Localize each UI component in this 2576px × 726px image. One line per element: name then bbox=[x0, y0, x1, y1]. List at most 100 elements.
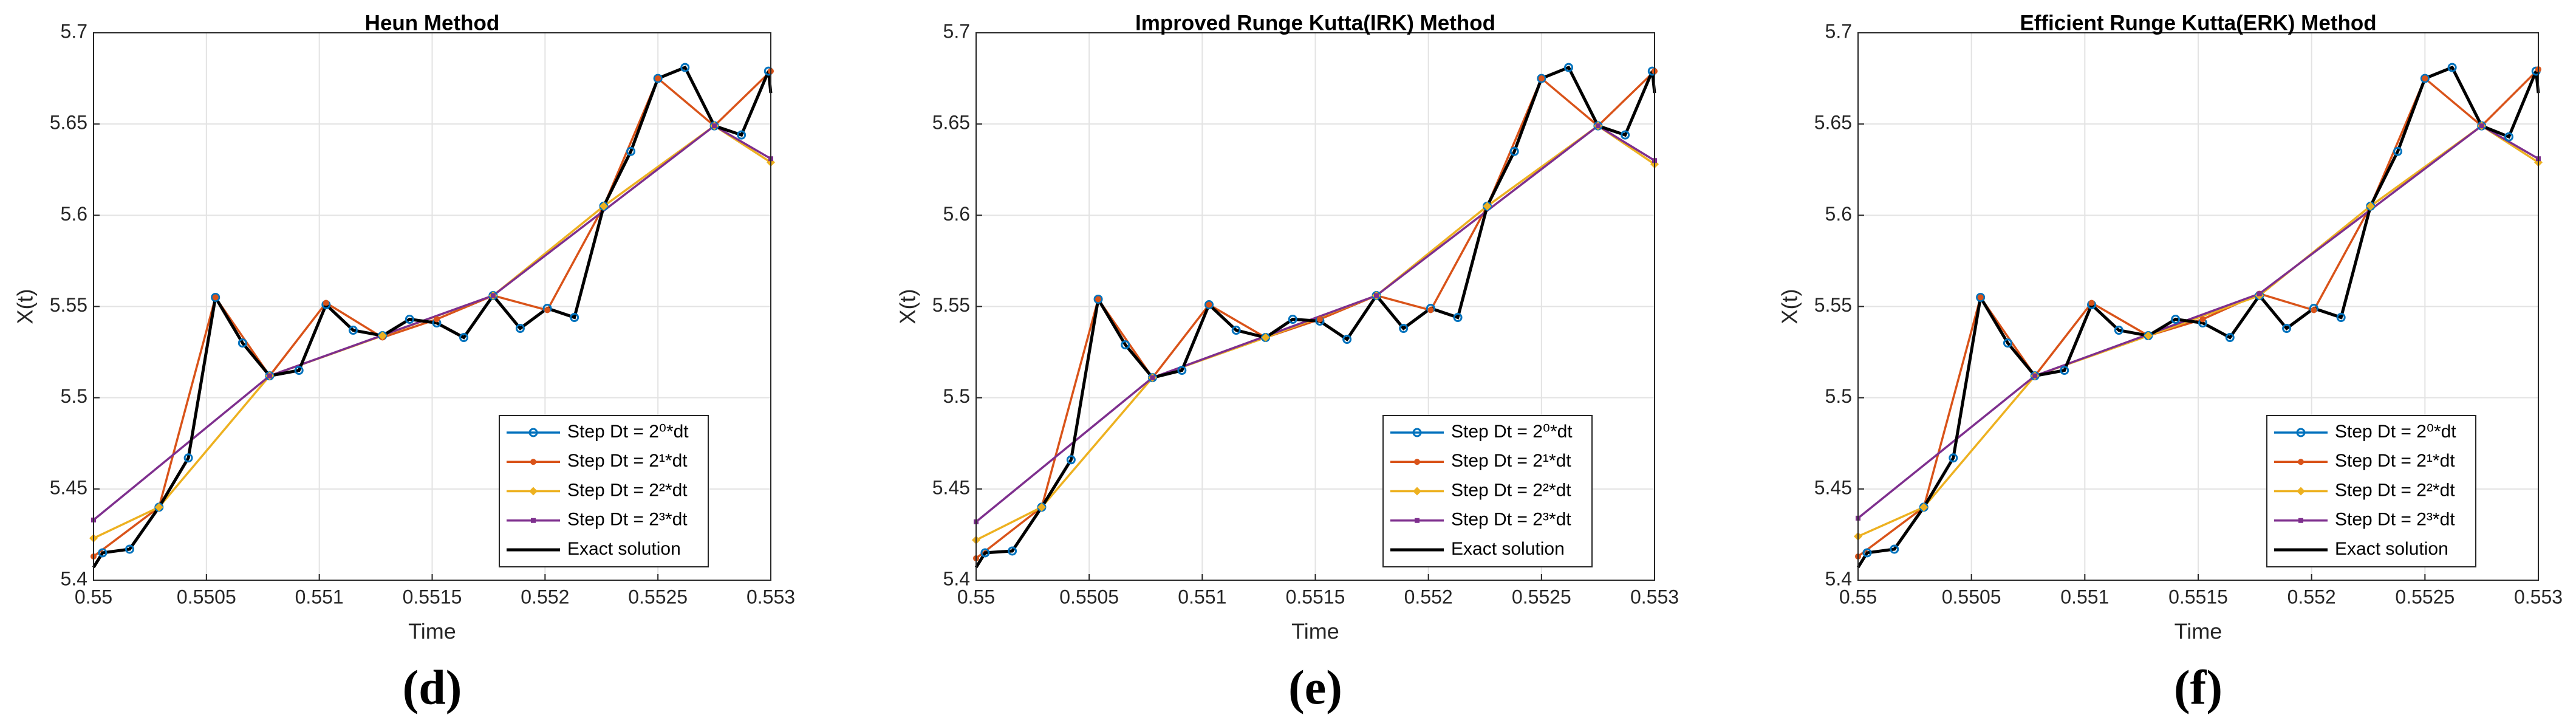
marker bbox=[680, 63, 690, 72]
marker bbox=[1008, 546, 1017, 556]
marker bbox=[2257, 291, 2262, 296]
marker bbox=[2003, 338, 2012, 348]
marker bbox=[530, 459, 536, 465]
y-tick-label: 5.6 bbox=[943, 203, 970, 225]
x-tick-label: 0.551 bbox=[1178, 586, 1226, 608]
marker bbox=[1564, 63, 1574, 72]
legend: Step Dt = 2⁰*dt Step Dt = 2¹*dt Step Dt = … bbox=[1382, 415, 1593, 567]
marker bbox=[2447, 63, 2457, 72]
legend-label: Step Dt = 2²*dt bbox=[567, 480, 688, 500]
x-axis-label: Time bbox=[408, 619, 456, 644]
y-tick-label: 5.5 bbox=[61, 385, 87, 407]
marker bbox=[2311, 307, 2317, 313]
marker bbox=[1415, 518, 1420, 523]
y-tick-label: 5.5 bbox=[1825, 385, 1852, 407]
marker bbox=[183, 453, 193, 463]
marker bbox=[626, 146, 636, 156]
marker bbox=[1374, 293, 1379, 298]
marker bbox=[1976, 292, 1986, 302]
marker bbox=[1316, 316, 1323, 323]
marker bbox=[1919, 502, 1929, 512]
series-group bbox=[1854, 63, 2543, 569]
marker bbox=[1412, 428, 1422, 437]
marker bbox=[1483, 202, 1492, 211]
y-axis-label: X(t) bbox=[1777, 289, 1802, 324]
y-tick-label: 5.7 bbox=[61, 20, 87, 42]
legend: Step Dt = 2⁰*dt Step Dt = 2¹*dt Step Dt = … bbox=[2266, 415, 2476, 567]
marker bbox=[1261, 333, 1270, 342]
axes-box bbox=[975, 32, 1655, 581]
marker bbox=[1206, 301, 1212, 308]
y-tick-label: 5.7 bbox=[1825, 20, 1852, 42]
y-tick-label: 5.55 bbox=[1814, 294, 1852, 316]
marker bbox=[531, 518, 536, 523]
x-tick-label: 0.5505 bbox=[1059, 586, 1119, 608]
marker bbox=[2088, 300, 2095, 306]
y-tick-label: 5.65 bbox=[932, 112, 970, 134]
y-tick-label: 5.4 bbox=[1825, 567, 1852, 589]
x-tick-label: 0.5505 bbox=[177, 586, 236, 608]
marker bbox=[378, 331, 387, 340]
subplot: 0.55 0.5505 0.551 0.5515 0.552 0.5525 0.553 5.4… bbox=[13, 11, 796, 714]
panel-label: (e) bbox=[1288, 661, 1342, 714]
y-tick-label: 5.65 bbox=[1814, 112, 1852, 134]
marker bbox=[1037, 502, 1046, 512]
marker bbox=[98, 548, 108, 558]
marker bbox=[2114, 326, 2123, 335]
marker bbox=[1204, 300, 1214, 309]
marker bbox=[1342, 335, 1352, 344]
x-tick-label: 0.552 bbox=[1404, 586, 1453, 608]
x-tick-label: 0.553 bbox=[1630, 586, 1679, 608]
series-line bbox=[1856, 65, 2540, 569]
marker bbox=[529, 487, 538, 496]
marker bbox=[154, 502, 163, 512]
series-group bbox=[972, 63, 1659, 569]
legend-label: Exact solution bbox=[2335, 539, 2448, 559]
chart-title: Heun Method bbox=[365, 11, 500, 35]
x-tick-label: 0.551 bbox=[295, 586, 344, 608]
marker bbox=[1427, 307, 1434, 313]
y-tick-label: 5.45 bbox=[932, 476, 970, 498]
marker bbox=[980, 548, 990, 558]
marker bbox=[1095, 296, 1102, 303]
marker bbox=[2393, 146, 2403, 156]
panel-label: (d) bbox=[403, 661, 462, 714]
legend-label: Step Dt = 2²*dt bbox=[2335, 480, 2455, 500]
legend-label: Step Dt = 2⁰*dt bbox=[567, 422, 689, 442]
marker bbox=[2171, 315, 2181, 324]
y-tick-label: 5.6 bbox=[1825, 203, 1852, 225]
y-tick-label: 5.55 bbox=[932, 294, 970, 316]
marker bbox=[653, 74, 663, 83]
marker bbox=[405, 315, 414, 324]
y-tick-label: 5.65 bbox=[50, 112, 87, 134]
marker bbox=[1066, 455, 1076, 465]
y-tick-label: 5.45 bbox=[1814, 476, 1852, 498]
legend-label: Step Dt = 2¹*dt bbox=[2335, 451, 2455, 471]
y-axis-label: X(t) bbox=[13, 289, 38, 324]
marker bbox=[2422, 75, 2428, 82]
marker bbox=[1288, 315, 1297, 324]
marker bbox=[267, 373, 272, 378]
marker bbox=[2298, 518, 2303, 523]
marker bbox=[2060, 366, 2069, 375]
legend-label: Step Dt = 2¹*dt bbox=[1451, 451, 1571, 471]
marker bbox=[2479, 123, 2484, 129]
marker bbox=[2504, 132, 2513, 142]
marker bbox=[1537, 74, 1546, 83]
series-group bbox=[89, 63, 775, 569]
marker bbox=[459, 333, 469, 343]
x-axis-label: Time bbox=[2175, 619, 2222, 644]
x-tick-label: 0.553 bbox=[746, 586, 795, 608]
marker bbox=[212, 294, 219, 301]
x-tick-label: 0.5515 bbox=[2168, 586, 2228, 608]
marker bbox=[323, 300, 329, 306]
subplot: 0.55 0.5505 0.551 0.5515 0.552 0.5525 0.553 5.4… bbox=[1777, 11, 2563, 714]
y-tick-label: 5.45 bbox=[50, 476, 87, 498]
x-tick-label: 0.5525 bbox=[1512, 586, 1571, 608]
x-tick-label: 0.55 bbox=[1839, 586, 1877, 608]
legend: Step Dt = 2⁰*dt Step Dt = 2¹*dt Step Dt = … bbox=[499, 415, 709, 567]
x-tick-label: 0.5505 bbox=[1942, 586, 2001, 608]
marker bbox=[1150, 375, 1155, 380]
marker bbox=[1093, 294, 1103, 304]
